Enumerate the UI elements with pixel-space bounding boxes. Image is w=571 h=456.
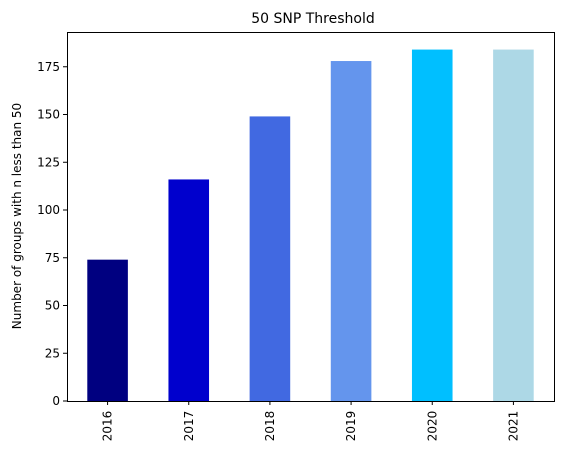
chart-title: 50 SNP Threshold: [251, 11, 375, 27]
y-tick-label: 175: [37, 60, 60, 74]
bar-2019: [330, 61, 372, 401]
bar-2017: [168, 179, 210, 401]
bar-2021: [493, 49, 534, 401]
y-tick-label: 75: [45, 251, 60, 265]
plot-frame: [67, 32, 555, 402]
y-tick-label: 150: [37, 108, 60, 122]
bar-2020: [411, 49, 453, 401]
x-tick-label: 2017: [182, 411, 196, 442]
x-tick-label: 2018: [263, 411, 277, 442]
bar-2016: [87, 259, 128, 401]
x-tick-label: 2019: [344, 411, 358, 442]
x-tick-label: 2020: [425, 411, 439, 442]
x-axis-ticks: 2016 2017 2018 2019 2020 2021: [101, 401, 520, 442]
y-tick-label: 25: [45, 346, 60, 360]
x-tick-label: 2021: [506, 411, 520, 442]
y-tick-label: 0: [52, 394, 60, 408]
y-axis-ticks: 0 25 50 75 100 125 150 175: [37, 60, 67, 408]
y-axis-label: Number of groups with n less than 50: [10, 103, 24, 329]
bar-2018: [249, 116, 291, 402]
y-tick-label: 100: [37, 203, 60, 217]
x-tick-label: 2016: [101, 411, 115, 442]
bars-layer: [87, 49, 534, 402]
y-tick-label: 125: [37, 155, 60, 169]
y-tick-label: 50: [45, 299, 60, 313]
